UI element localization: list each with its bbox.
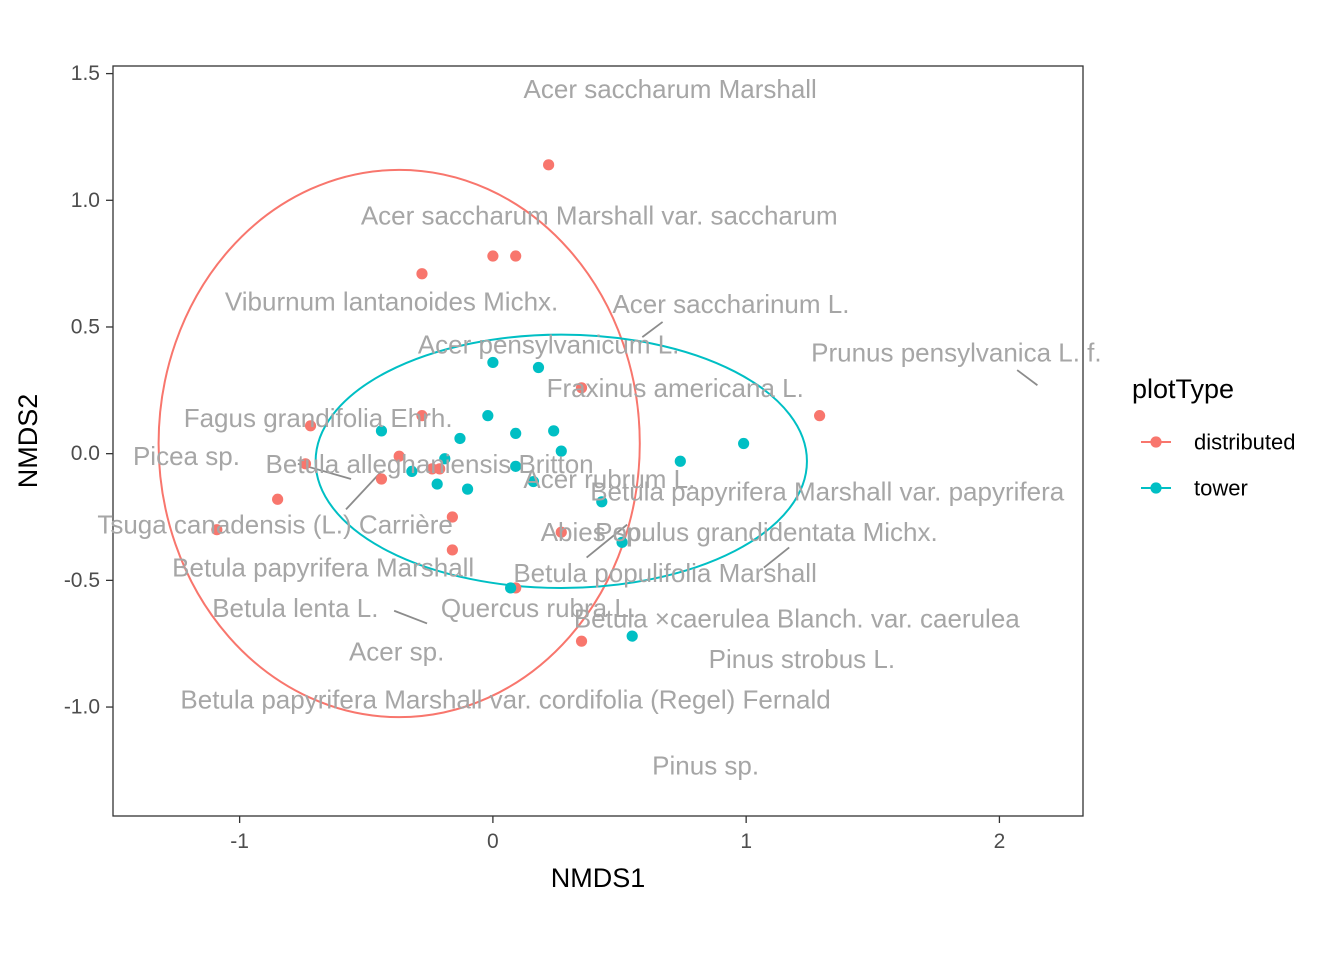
point-tower xyxy=(461,483,474,495)
point-tower xyxy=(510,460,522,472)
point-tower xyxy=(674,455,686,467)
species-label: Fraxinus americana L. xyxy=(547,373,804,403)
species-label: Acer rubrum L. xyxy=(523,464,695,494)
x-tick-label: 2 xyxy=(994,830,1006,853)
ellipse-distributed xyxy=(157,168,641,719)
point-tower xyxy=(510,427,522,439)
species-label: Pinus sp. xyxy=(652,750,759,780)
species-label: Betula papyrifera Marshall xyxy=(172,553,474,583)
species-label: Acer saccharinum L. xyxy=(612,289,849,319)
point-distributed xyxy=(575,635,588,647)
species-label: Betula papyrifera Marshall var. cordifol… xyxy=(180,684,830,714)
label-connector-lines xyxy=(297,321,1038,625)
x-tick-label: 1 xyxy=(740,830,752,853)
point-distributed xyxy=(487,250,499,262)
point-tower xyxy=(532,361,545,374)
point-tower xyxy=(406,465,418,478)
point-tower xyxy=(454,432,466,445)
species-label: Fagus grandifolia Ehrh. xyxy=(184,403,453,433)
point-tower xyxy=(482,410,494,422)
point-distributed xyxy=(510,250,522,262)
legend-key-point xyxy=(1150,482,1162,494)
point-distributed xyxy=(375,473,388,485)
legend-entry-tower: tower xyxy=(1141,476,1248,501)
point-tower xyxy=(548,425,560,437)
point-distributed xyxy=(304,420,317,432)
point-distributed xyxy=(575,382,588,394)
species-labels: Acer saccharum Marshall Acer saccharum Ma… xyxy=(97,74,1101,781)
species-label: Acer saccharum Marshall xyxy=(524,74,817,104)
y-tick-label: 0.0 xyxy=(71,442,100,465)
point-tower xyxy=(626,630,638,642)
point-distributed xyxy=(814,410,826,422)
point-tower xyxy=(375,425,388,437)
species-label: Prunus pensylvanica L. f. xyxy=(811,337,1102,367)
point-distributed xyxy=(543,159,555,171)
species-label: Acer sp. xyxy=(349,636,444,666)
label-connector-line xyxy=(586,523,628,559)
point-tower xyxy=(487,356,499,369)
point-distributed xyxy=(434,463,446,475)
legend-entry-distributed: distributed xyxy=(1141,430,1296,455)
confidence-ellipses xyxy=(157,168,808,719)
data-points xyxy=(211,159,826,647)
legend-key-point xyxy=(1150,436,1162,448)
point-tower xyxy=(738,437,750,450)
legend-label: tower xyxy=(1194,476,1248,501)
x-axis: -1 0 1 2 xyxy=(230,816,1005,853)
species-label: Pinus strobus L. xyxy=(709,644,895,674)
point-tower xyxy=(527,475,540,488)
point-distributed xyxy=(393,450,405,462)
legend-entries: distributed tower xyxy=(1141,430,1296,501)
point-distributed xyxy=(555,526,567,538)
species-label: Tsuga canadensis (L.) Carrière xyxy=(97,510,453,540)
point-distributed xyxy=(446,511,458,523)
point-distributed xyxy=(211,524,223,536)
species-label: Betula papyrifera Marshall var. papyrife… xyxy=(590,477,1065,507)
label-connector-line xyxy=(1016,369,1038,386)
label-connector-line xyxy=(345,470,383,511)
species-label: Populus grandidentata Michx. xyxy=(595,517,938,547)
point-tower xyxy=(616,536,628,548)
species-label: Betula lenta L. xyxy=(212,593,378,623)
label-connector-line xyxy=(641,321,664,338)
point-distributed xyxy=(299,458,312,470)
species-label: Acer pensylvanicum L. xyxy=(418,330,680,360)
plot-panel xyxy=(112,65,1084,817)
x-axis-title: NMDS1 xyxy=(551,863,646,893)
x-tick-label: 0 xyxy=(487,830,499,853)
x-tick-label: -1 xyxy=(230,830,249,853)
species-label: Betula populifolia Marshall xyxy=(513,558,817,588)
species-label: Picea sp. xyxy=(133,441,240,471)
species-label: Acer saccharum Marshall var. saccharum xyxy=(361,200,838,230)
point-tower xyxy=(439,453,451,465)
point-distributed xyxy=(416,268,428,280)
label-connector-line xyxy=(763,546,790,569)
species-label: Betula alleghaniensis Britton xyxy=(266,449,594,479)
point-tower xyxy=(555,445,567,457)
point-tower xyxy=(596,496,608,508)
y-tick-label: 1.5 xyxy=(71,62,100,85)
species-label: Quercus rubra L. xyxy=(441,593,636,623)
ellipse-tower xyxy=(314,333,808,589)
legend: plotType distributed tower xyxy=(1132,374,1296,501)
point-tower xyxy=(505,582,517,594)
legend-title: plotType xyxy=(1132,374,1234,404)
y-tick-label: 1.0 xyxy=(71,189,100,212)
label-connector-line xyxy=(393,609,428,625)
legend-label: distributed xyxy=(1194,430,1296,455)
species-label: Abies sp. xyxy=(541,517,648,547)
y-axis-title: NMDS2 xyxy=(13,394,43,489)
point-distributed xyxy=(272,493,284,505)
y-axis: 1.5 1.0 0.5 0.0 -0.5 -1.0 xyxy=(64,62,113,719)
species-label: Viburnum lantanoides Michx. xyxy=(225,287,558,317)
point-distributed xyxy=(446,544,458,556)
y-tick-label: -0.5 xyxy=(64,569,100,592)
point-tower xyxy=(431,478,443,490)
y-tick-label: -1.0 xyxy=(64,696,100,719)
species-label: Betula ×caerulea Blanch. var. caerulea xyxy=(574,603,1020,633)
point-distributed xyxy=(416,410,428,422)
y-tick-label: 0.5 xyxy=(71,315,100,338)
